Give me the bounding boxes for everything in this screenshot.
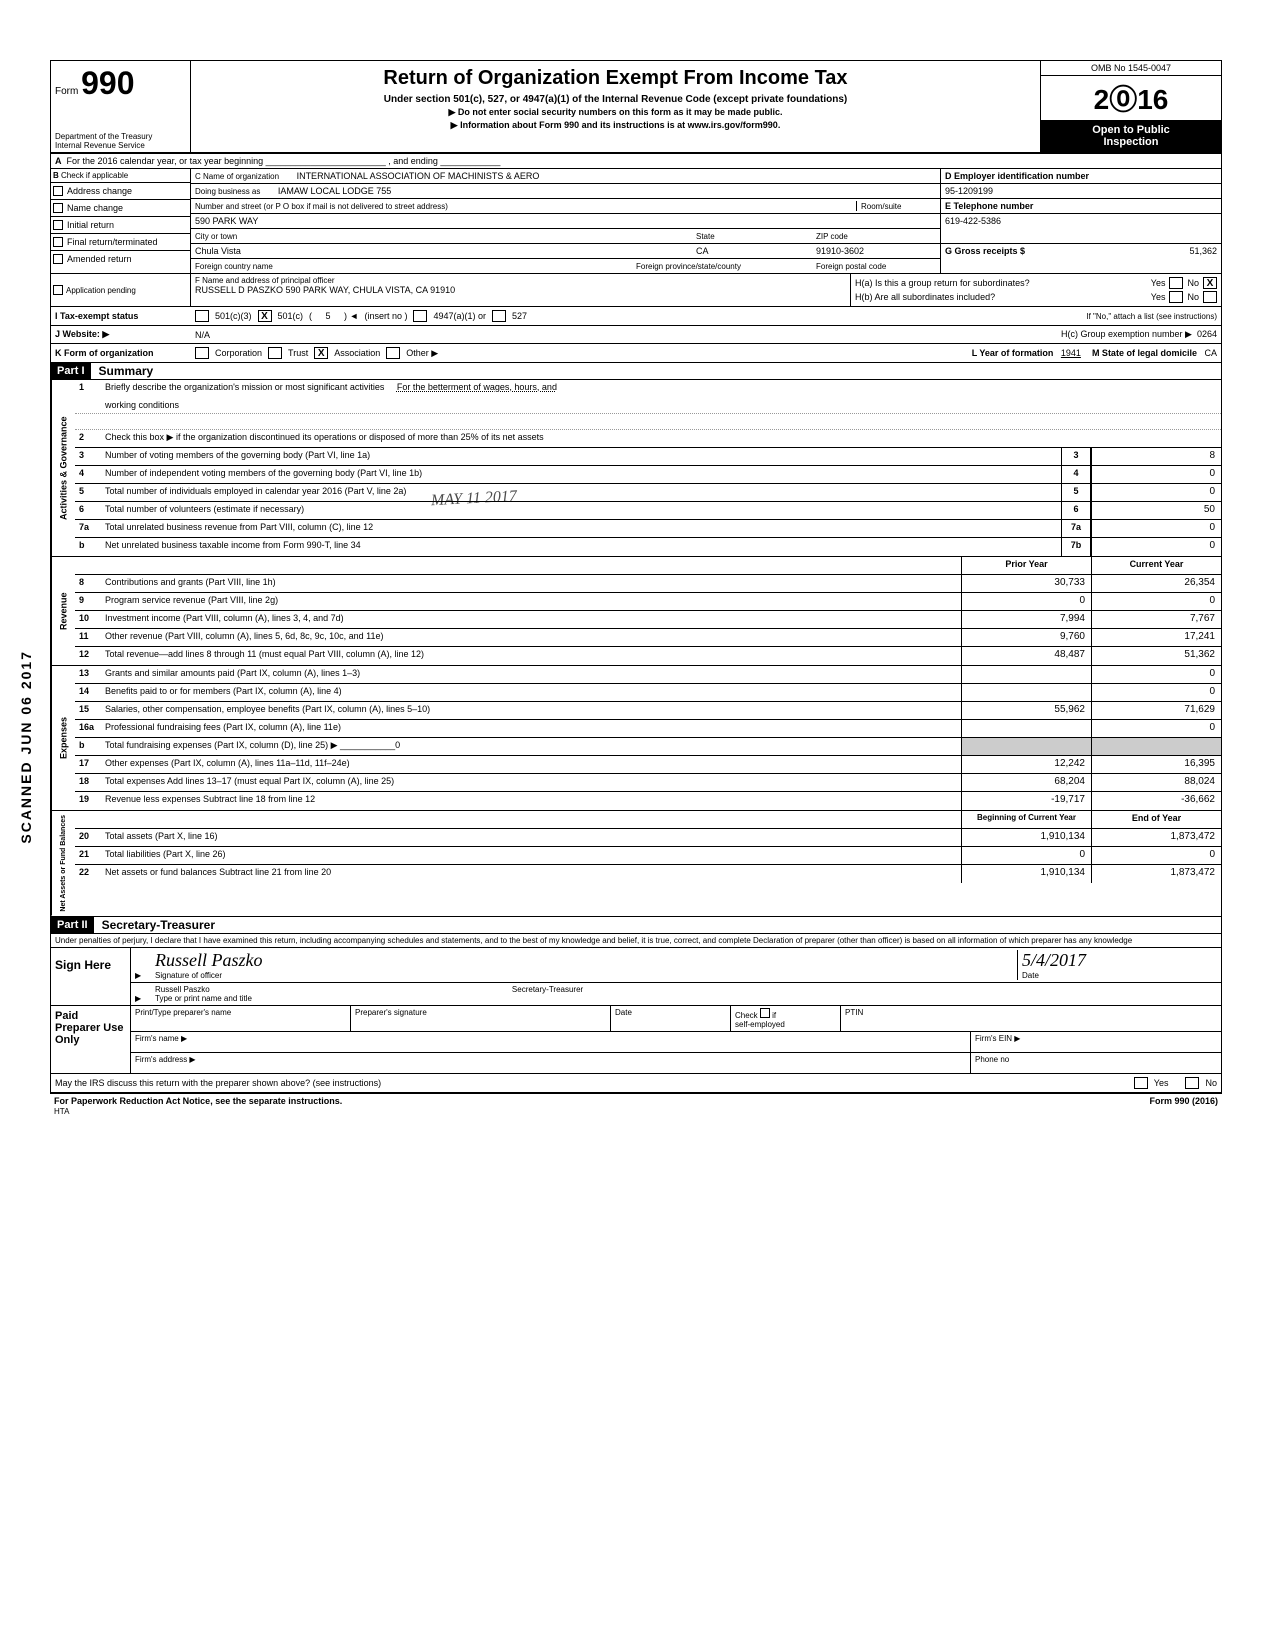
form-header: Form 990 Department of the Treasury Inte… — [51, 61, 1221, 154]
org-name: INTERNATIONAL ASSOCIATION OF MACHINISTS … — [297, 171, 540, 181]
preparer-section: Paid Preparer Use Only Print/Type prepar… — [51, 1006, 1221, 1074]
527-box[interactable] — [492, 310, 506, 322]
inspection: Inspection — [1045, 136, 1217, 148]
officer-name-address: RUSSELL D PASZKO 590 PARK WAY, CHULA VIS… — [195, 285, 846, 295]
sig-disclaimer: Under penalties of perjury, I declare th… — [51, 934, 1221, 948]
zip: 91910-3602 — [816, 246, 936, 256]
mission-cont: working conditions — [75, 398, 1221, 414]
dba: IAMAW LOCAL LODGE 755 — [278, 186, 391, 196]
omb-box: OMB No 1545-0047 2⓪16 Open to Public Ins… — [1041, 61, 1221, 152]
year-formation: 1941 — [1061, 348, 1081, 358]
signature-section: Under penalties of perjury, I declare th… — [51, 934, 1221, 1006]
mission-desc: For the betterment of wages, hours, and — [397, 382, 557, 392]
other-box[interactable] — [386, 347, 400, 359]
sig-date: 5/4/2017 — [1022, 950, 1217, 971]
dept-treasury: Department of the Treasury — [55, 132, 152, 141]
form-number: 990 — [81, 65, 134, 101]
officer-title: Secretary-Treasurer — [512, 985, 583, 994]
revenue-section: Revenue Prior Year Current Year 8Contrib… — [51, 557, 1221, 666]
checkbox-name[interactable] — [53, 203, 63, 213]
preparer-label: Paid Preparer Use Only — [51, 1006, 131, 1073]
discuss-yes[interactable] — [1134, 1077, 1148, 1089]
4947-box[interactable] — [413, 310, 427, 322]
501c-box[interactable]: X — [258, 310, 272, 322]
section-c: C Name of organization INTERNATIONAL ASS… — [191, 169, 941, 273]
omb-number: OMB No 1545-0047 — [1041, 61, 1221, 76]
irs-label: Internal Revenue Service — [55, 141, 152, 150]
form-990-container: Form 990 Department of the Treasury Inte… — [50, 60, 1222, 1094]
gross-receipts: 51,362 — [1189, 246, 1217, 256]
net-assets-section: Net Assets or Fund Balances Beginning of… — [51, 811, 1221, 917]
website: N/A — [195, 330, 210, 340]
self-employed-box[interactable] — [760, 1008, 770, 1018]
sign-here-label: Sign Here — [51, 948, 131, 1005]
footer: For Paperwork Reduction Act Notice, see … — [50, 1094, 1222, 1118]
section-i: I Tax-exempt status 501(c)(3) X501(c) ( … — [51, 307, 1221, 326]
hb-yes[interactable] — [1169, 291, 1183, 303]
part1-header: Part I Summary — [51, 363, 1221, 380]
line-a: A For the 2016 calendar year, or tax yea… — [51, 154, 1221, 169]
city: Chula Vista — [195, 246, 696, 256]
org-info-section: B Check if applicable Address change Nam… — [51, 169, 1221, 274]
ha-yes[interactable] — [1169, 277, 1183, 289]
officer-h-row: Application pending F Name and address o… — [51, 274, 1221, 307]
tax-year: 2⓪16 — [1041, 76, 1221, 120]
corp-box[interactable] — [195, 347, 209, 359]
section-d-e-g: D Employer identification number 95-1209… — [941, 169, 1221, 273]
checkbox-amended[interactable] — [53, 254, 63, 264]
ha-no[interactable]: X — [1203, 277, 1217, 289]
section-klm: K Form of organization Corporation Trust… — [51, 344, 1221, 363]
checkbox-initial[interactable] — [53, 220, 63, 230]
form-subtitle: Under section 501(c), 527, or 4947(a)(1)… — [197, 94, 1034, 105]
trust-box[interactable] — [268, 347, 282, 359]
title-box: Return of Organization Exempt From Incom… — [191, 61, 1041, 152]
form-info: Information about Form 990 and its instr… — [460, 120, 780, 130]
checkbox-address[interactable] — [53, 186, 63, 196]
expenses-section: Expenses 13Grants and similar amounts pa… — [51, 666, 1221, 811]
street-address: 590 PARK WAY — [195, 216, 258, 226]
section-j: J Website: ▶ N/A H(c) Group exemption nu… — [51, 326, 1221, 344]
scanned-stamp: SCANNED JUN 06 2017 — [18, 650, 34, 844]
irs-discuss-row: May the IRS discuss this return with the… — [51, 1074, 1221, 1093]
ein: 95-1209199 — [941, 184, 1221, 199]
part2-header: Part II Secretary-Treasurer — [51, 917, 1221, 934]
phone: 619-422-5386 — [941, 214, 1221, 244]
state-domicile: CA — [1204, 348, 1217, 358]
assoc-box[interactable]: X — [314, 347, 328, 359]
open-public: Open to Public — [1045, 124, 1217, 136]
section-b: B Check if applicable Address change Nam… — [51, 169, 191, 273]
501c3-box[interactable] — [195, 310, 209, 322]
discuss-no[interactable] — [1185, 1077, 1199, 1089]
form-title: Return of Organization Exempt From Incom… — [197, 67, 1034, 90]
officer-signature: Russell Paszko — [155, 950, 1017, 971]
form-number-box: Form 990 Department of the Treasury Inte… — [51, 61, 191, 152]
state: CA — [696, 246, 816, 256]
form-label: Form — [55, 86, 78, 97]
checkbox-pending[interactable] — [53, 285, 63, 295]
hb-no[interactable] — [1203, 291, 1217, 303]
checkbox-final[interactable] — [53, 237, 63, 247]
activities-governance: Activities & Governance 1 Briefly descri… — [51, 380, 1221, 557]
officer-printed-name: Russell Paszko — [155, 985, 210, 994]
form-warning: Do not enter social security numbers on … — [458, 107, 783, 117]
group-exemption: 0264 — [1197, 329, 1217, 339]
